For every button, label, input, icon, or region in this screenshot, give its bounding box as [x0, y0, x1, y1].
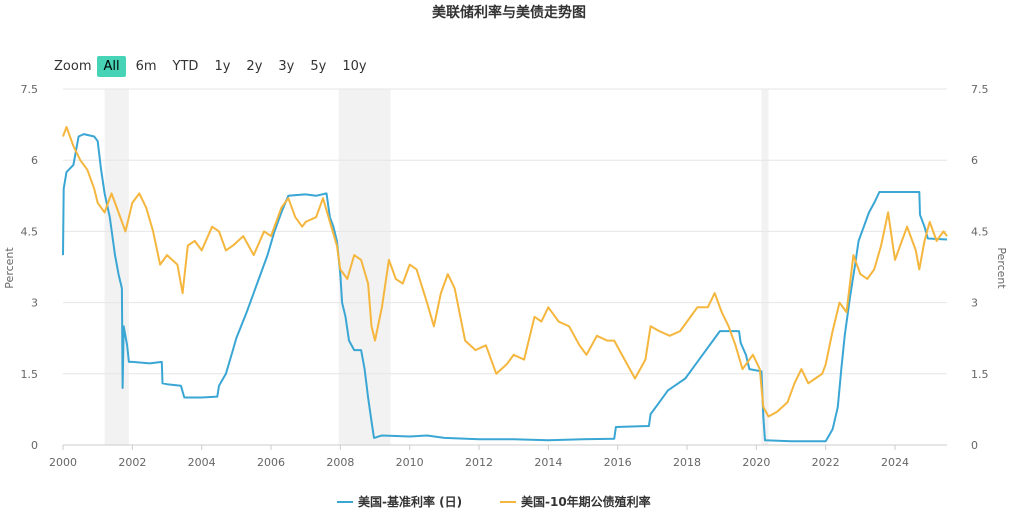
x-tick-3: 2006 [257, 456, 285, 469]
x-tick-10: 2020 [742, 456, 770, 469]
legend-label-0: 美国-基准利率 (日) [358, 494, 462, 509]
y-tick-right-5: 7.5 [971, 83, 989, 96]
x-tick-2: 2004 [188, 456, 216, 469]
y-axis-label-right: Percent [995, 247, 1008, 289]
grid-lines [63, 88, 947, 446]
recession-bands [104, 89, 769, 445]
legend-label-1: 美国-10年期公债殖利率 [521, 494, 651, 509]
y-tick-right-0: 0 [971, 439, 978, 452]
range-button-10y[interactable]: 10y [342, 58, 367, 74]
x-tick-7: 2014 [534, 456, 562, 469]
x-axis: 2000 2002 2004 2006 2008 2010 2012 2014 2016 2018… [49, 445, 909, 469]
x-tick-11: 2022 [812, 456, 840, 469]
y-tick-left-5: 7.5 [21, 83, 39, 96]
y-axis-label-left: Percent [3, 247, 16, 289]
x-tick-8: 2016 [604, 456, 632, 469]
series-lines [62, 126, 948, 443]
series-line-1 [62, 126, 948, 418]
range-selector: Zoom All 6m YTD 1y 2y 3y 5y 10y [54, 54, 377, 78]
range-button-6m[interactable]: 6m [135, 58, 157, 74]
x-tick-1: 2002 [118, 456, 146, 469]
y-tick-right-3: 4.5 [971, 225, 989, 238]
recession-band-2 [761, 89, 769, 445]
y-tick-left-2: 3 [31, 297, 38, 310]
y-axis-left: 0 1.5 3 4.5 6 7.5 [21, 83, 39, 452]
y-tick-left-4: 6 [31, 154, 38, 167]
legend: 美国-基准利率 (日) 美国-10年期公债殖利率 [337, 494, 651, 509]
y-tick-right-4: 6 [971, 154, 978, 167]
x-tick-4: 2008 [326, 456, 354, 469]
x-tick-0: 2000 [49, 456, 77, 469]
x-tick-12: 2024 [881, 456, 909, 469]
range-button-2y[interactable]: 2y [246, 58, 263, 74]
y-tick-left-0: 0 [31, 439, 38, 452]
y-tick-right-2: 3 [971, 297, 978, 310]
y-tick-left-1: 1.5 [21, 368, 39, 381]
series-line-0 [62, 133, 948, 443]
range-button-1y[interactable]: 1y [214, 58, 231, 74]
range-button-ytd[interactable]: YTD [172, 58, 199, 74]
y-tick-right-1: 1.5 [971, 368, 989, 381]
x-tick-9: 2018 [673, 456, 701, 469]
x-tick-6: 2012 [465, 456, 493, 469]
chart-title: 美联储利率与美债走势图 [432, 4, 586, 21]
recession-band-1 [338, 89, 391, 445]
x-tick-5: 2010 [396, 456, 424, 469]
range-button-3y[interactable]: 3y [278, 58, 295, 74]
y-tick-left-3: 4.5 [21, 225, 39, 238]
zoom-label: Zoom [54, 58, 92, 74]
range-button-5y[interactable]: 5y [310, 58, 327, 74]
range-button-all[interactable]: All [97, 55, 126, 77]
y-axis-right: 0 1.5 3 4.5 6 7.5 [971, 83, 989, 452]
